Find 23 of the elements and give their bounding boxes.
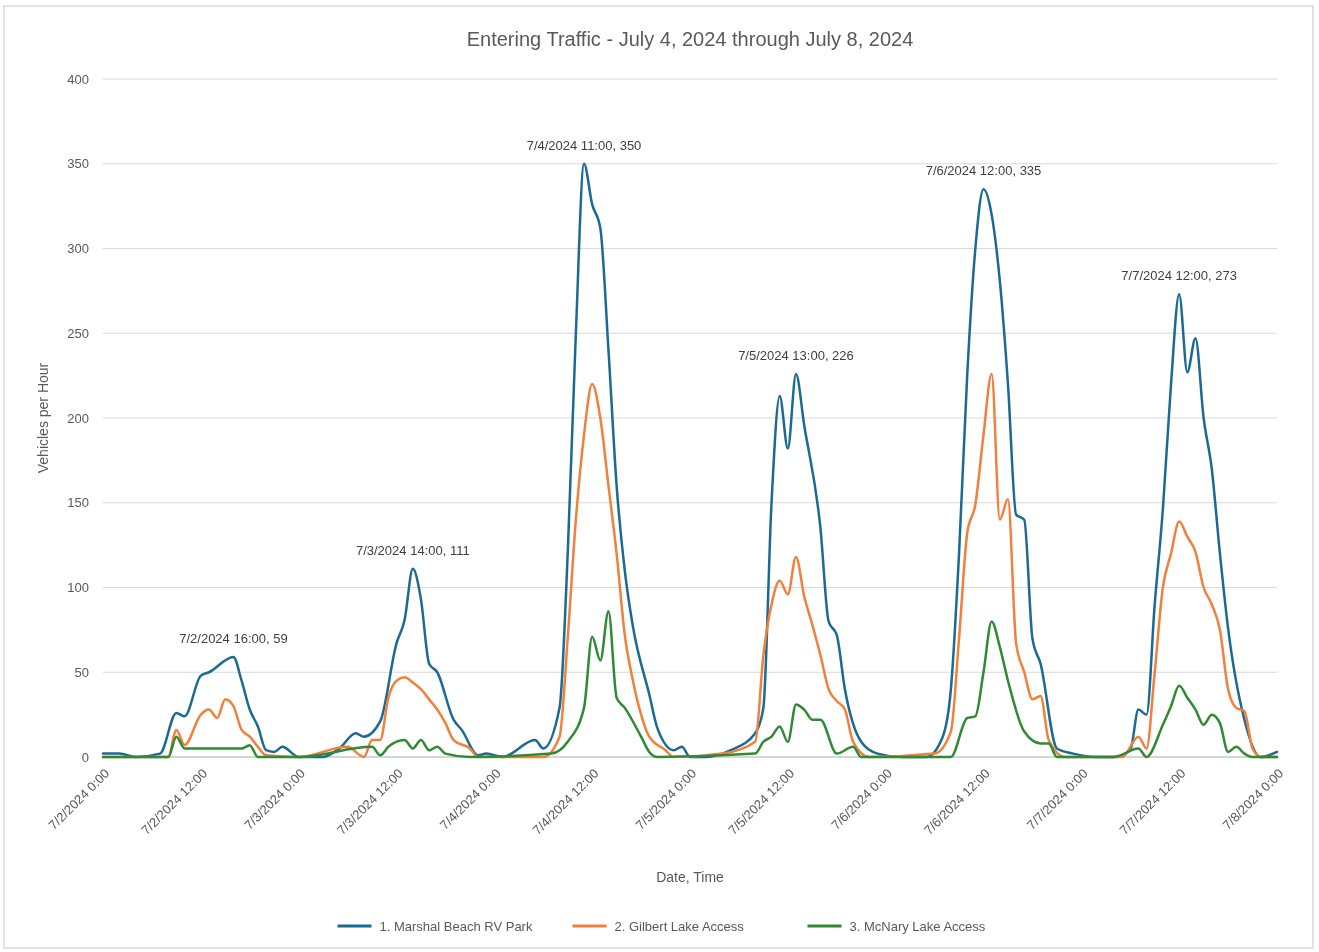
annotation: 7/2/2024 16:00, 59 [179, 630, 288, 646]
y-tick-label: 50 [74, 664, 89, 680]
y-tick-label: 300 [67, 241, 89, 257]
x-axis-title: Date, Time [656, 869, 725, 885]
y-tick-label: 350 [67, 156, 89, 172]
chart-title: Entering Traffic - July 4, 2024 through July 8, 2024 [466, 28, 914, 50]
annotation: 7/4/2024 11:00, 350 [526, 137, 642, 153]
annotation: 7/3/2024 14:00, 111 [355, 542, 470, 558]
annotation: 7/7/2024 12:00, 273 [1121, 268, 1237, 284]
y-tick-label: 100 [67, 580, 89, 596]
annotation: 7/5/2024 13:00, 226 [738, 347, 854, 363]
y-tick-label: 150 [67, 495, 89, 511]
legend-label: 1. Marshal Beach RV Park [379, 918, 533, 934]
legend-label: 3. McNary Lake Access [849, 918, 986, 934]
line-series [101, 609, 1279, 759]
y-tick-label: 400 [67, 71, 89, 87]
y-tick-label: 250 [67, 325, 89, 341]
legend-label: 2. Gilbert Lake Access [614, 918, 745, 934]
line-series [101, 162, 1279, 759]
annotation: 7/6/2024 12:00, 335 [925, 163, 1042, 179]
y-axis-title: Vehicles per Hour [35, 362, 51, 474]
y-tick-label: 0 [81, 749, 89, 765]
y-tick-label: 200 [67, 410, 89, 426]
